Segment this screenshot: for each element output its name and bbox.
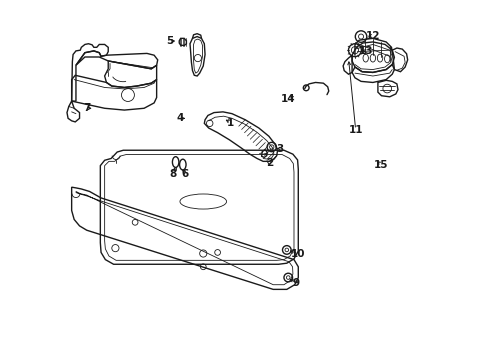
- Text: 6: 6: [182, 168, 188, 179]
- Text: 3: 3: [276, 144, 284, 154]
- Text: 13: 13: [359, 46, 373, 56]
- Text: 14: 14: [281, 94, 295, 104]
- Text: 15: 15: [373, 159, 388, 170]
- Text: 9: 9: [292, 278, 300, 288]
- Text: 2: 2: [265, 158, 273, 168]
- Text: 8: 8: [169, 168, 176, 179]
- Text: 12: 12: [365, 31, 379, 41]
- Text: 7: 7: [83, 103, 90, 113]
- Text: 5: 5: [166, 36, 174, 46]
- Text: 4: 4: [177, 113, 184, 123]
- Text: 1: 1: [227, 118, 234, 128]
- Text: 11: 11: [348, 125, 362, 135]
- Text: 10: 10: [290, 248, 305, 258]
